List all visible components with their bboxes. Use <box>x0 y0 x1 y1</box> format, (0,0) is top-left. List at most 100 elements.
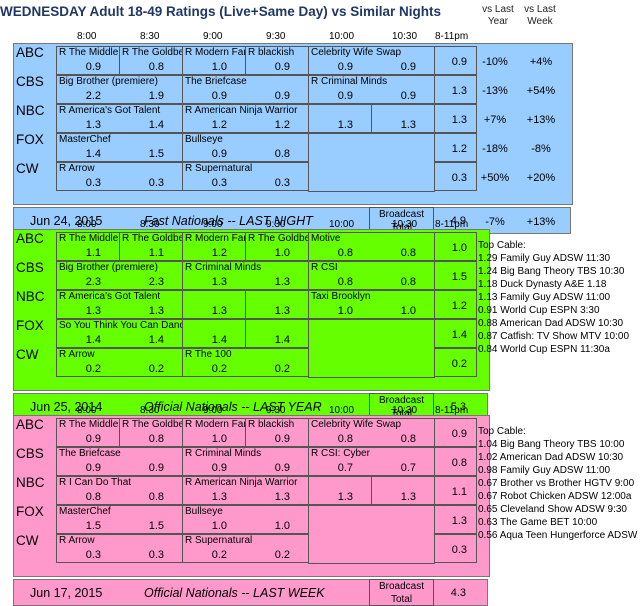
rating-value: 1.3 <box>85 305 101 317</box>
program-title: MasterChef <box>59 134 111 145</box>
program-cell: R CSI 0.8 0.8 <box>308 261 435 290</box>
total-value: 1.5 <box>451 271 467 283</box>
program-title: R CSI: Cyber <box>311 448 370 459</box>
program-cell: MasterChef 1.5 1.5 <box>56 505 183 534</box>
total-cell: 1.3 <box>434 75 477 104</box>
footer-last-week: Jun 17, 2015 Official Nationals -- LAST W… <box>13 579 488 606</box>
time-header: 8:00 <box>77 31 97 42</box>
rating-value: 0.8 <box>400 433 416 445</box>
rating-value: 1.0 <box>400 305 416 317</box>
network-label: ABC <box>16 417 44 432</box>
vs-last-week-value: +54% <box>526 85 556 97</box>
rating-value: 1.2 <box>274 119 290 131</box>
total-value: 0.3 <box>451 544 467 556</box>
total-cell: 1.5 <box>434 261 477 290</box>
rating-value: 1.5 <box>148 148 164 160</box>
rating-value: 0.9 <box>400 90 416 102</box>
total-cell: 1.4 <box>434 319 477 348</box>
total-value: 0.2 <box>451 358 467 370</box>
rating-value: 0.9 <box>211 90 227 102</box>
program-title: R The Goldbe <box>122 419 183 430</box>
top-cable-item: 0.91 World Cup ESPN 3:30 <box>478 305 600 316</box>
program-cell: R CSI: Cyber 0.7 0.7 <box>308 447 435 476</box>
program-title: The Briefcase <box>59 448 121 459</box>
broadcast-label: Broadcast <box>378 395 425 406</box>
rating-value: 0.8 <box>337 433 353 445</box>
footer-label: Fast Nationals -- LAST NIGHT <box>144 214 313 228</box>
rating-value: 1.3 <box>211 276 227 288</box>
top-cable-item: 1.29 Family Guy ADSW 11:30 <box>478 253 611 264</box>
rating-value: 0.9 <box>274 433 290 445</box>
rating-value: 0.2 <box>85 363 101 375</box>
rating-value: 0.8 <box>148 433 164 445</box>
program-title: Big Brother (premiere) <box>59 262 158 273</box>
total-value: 0.9 <box>451 428 467 440</box>
program-cell: R The Goldbe 1.1 <box>119 232 183 261</box>
footer-date: Jun 24, 2015 <box>30 214 103 228</box>
program-cell: R blackish 0.9 <box>245 46 309 75</box>
rating-value: 2.3 <box>85 276 101 288</box>
program-title: R The Middle <box>59 47 119 58</box>
vs-last-week-value: +4% <box>529 56 553 68</box>
rating-value: 1.4 <box>85 334 101 346</box>
rating-value: 0.9 <box>337 90 353 102</box>
footer-date: Jun 25, 2014 <box>30 400 103 414</box>
rating-value: 1.4 <box>148 119 164 131</box>
network-label: CBS <box>16 260 44 275</box>
rating-value: 0.7 <box>400 462 416 474</box>
total-value: 1.3 <box>451 114 467 126</box>
rating-value: 1.4 <box>211 334 227 346</box>
network-label: NBC <box>16 103 45 118</box>
program-cell: 1.3 <box>371 104 435 133</box>
program-cell: R Supernatural 0.2 0.2 <box>182 534 309 563</box>
program-cell: R American Ninja Warrior 1.2 1.2 <box>182 104 309 133</box>
program-title: R blackish <box>248 47 295 58</box>
program-title: R Modern Far <box>185 47 246 58</box>
program-cell: Bullseye 0.9 0.8 <box>182 133 309 162</box>
rating-value: 1.3 <box>274 491 290 503</box>
program-title: R Arrow <box>59 349 95 360</box>
rating-value: 0.9 <box>85 61 101 73</box>
time-header: 9:00 <box>203 31 223 42</box>
rating-value: 0.2 <box>211 363 227 375</box>
program-cell: R Arrow 0.3 0.3 <box>56 162 183 191</box>
total-label: Total <box>390 594 413 605</box>
network-label: CBS <box>16 74 44 89</box>
time-header: 10:00 <box>329 405 355 416</box>
top-cable-title: Top Cable: <box>478 426 526 437</box>
rating-value: 2.3 <box>148 276 164 288</box>
rating-value: 0.9 <box>85 433 101 445</box>
program-title: R The Goldbe <box>248 233 309 244</box>
time-header: 8-11pm <box>435 219 469 230</box>
program-cell: R blackish 0.9 <box>245 418 309 447</box>
rating-value: 0.8 <box>337 247 353 259</box>
vs-last-year-value: -13% <box>482 85 508 97</box>
program-cell: Big Brother (premiere) 2.3 2.3 <box>56 261 183 290</box>
program-title: Celebrity Wife Swap <box>311 419 402 430</box>
rating-value: 1.0 <box>211 520 227 532</box>
program-cell: Celebrity Wife Swap 0.9 0.9 <box>308 46 435 75</box>
rating-value: 0.9 <box>400 61 416 73</box>
rating-value: 0.8 <box>85 491 101 503</box>
footer-vs-last-year: -7% <box>485 216 505 228</box>
program-cell: 1.3 <box>245 290 309 319</box>
rating-value: 1.3 <box>211 491 227 503</box>
program-title: R Criminal Minds <box>185 262 262 273</box>
total-value: 0.3 <box>451 172 467 184</box>
top-cable-item: 1.02 American Dad ADSW 10:30 <box>478 452 624 463</box>
program-title: R Criminal Minds <box>185 448 262 459</box>
rating-value: 1.5 <box>85 520 101 532</box>
program-cell: R The Goldbe 0.8 <box>119 46 183 75</box>
program-title: So You Think You Can Dance <box>59 320 183 331</box>
program-cell: The Briefcase 0.9 0.9 <box>182 75 309 104</box>
network-label: FOX <box>16 504 44 519</box>
footer-date: Jun 17, 2015 <box>30 586 103 600</box>
time-header: 9:30 <box>266 219 286 230</box>
program-title: MasterChef <box>59 506 111 517</box>
rating-value: 1.0 <box>274 247 290 259</box>
program-cell: R Modern Far 1.2 <box>182 232 246 261</box>
rating-value: 1.9 <box>148 90 164 102</box>
program-cell: R Arrow 0.3 0.3 <box>56 534 183 563</box>
program-cell: R Modern Far 1.0 <box>182 46 246 75</box>
total-cell: 1.1 <box>434 476 477 505</box>
